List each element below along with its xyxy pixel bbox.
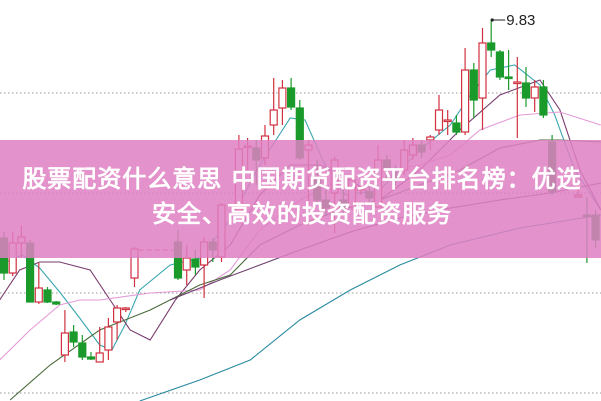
candle-down [539, 86, 548, 116]
high-marker-dot [490, 18, 494, 22]
candle-down [86, 356, 96, 360]
high-price-label: 9.83 [506, 12, 535, 29]
candle-down [504, 76, 513, 80]
candle-up [434, 109, 444, 131]
candle-down [469, 69, 478, 101]
candle-up [443, 119, 452, 123]
candle-down [452, 122, 461, 133]
candle-up [461, 69, 470, 133]
candle-down [487, 42, 496, 51]
candle-up [112, 307, 122, 323]
candle-up [34, 287, 43, 303]
moving-average-line [0, 64, 601, 351]
candle-up [95, 352, 104, 363]
candle-up [269, 109, 278, 126]
candle-down [287, 87, 296, 108]
candle-up [530, 86, 539, 99]
candle-up [278, 87, 287, 109]
candle-down [521, 82, 531, 99]
candle-down [43, 289, 52, 303]
candle-up [182, 257, 191, 271]
candle-down [191, 258, 200, 268]
title-banner: 股票配资什么意思 中国期货配资平台排名榜：优选安全、高效的投资配资服务 [0, 140, 601, 258]
candle-up [513, 81, 522, 85]
candle-down [69, 331, 78, 343]
candle-down [495, 51, 504, 78]
candle-up [104, 326, 113, 351]
candle-down [78, 342, 87, 358]
article-title: 股票配资什么意思 中国期货配资平台排名榜：优选安全、高效的投资配资服务 [22, 165, 582, 228]
candle-up [478, 42, 487, 99]
candle-up [121, 307, 130, 311]
candle-down [52, 301, 61, 305]
candle-up [60, 332, 70, 356]
